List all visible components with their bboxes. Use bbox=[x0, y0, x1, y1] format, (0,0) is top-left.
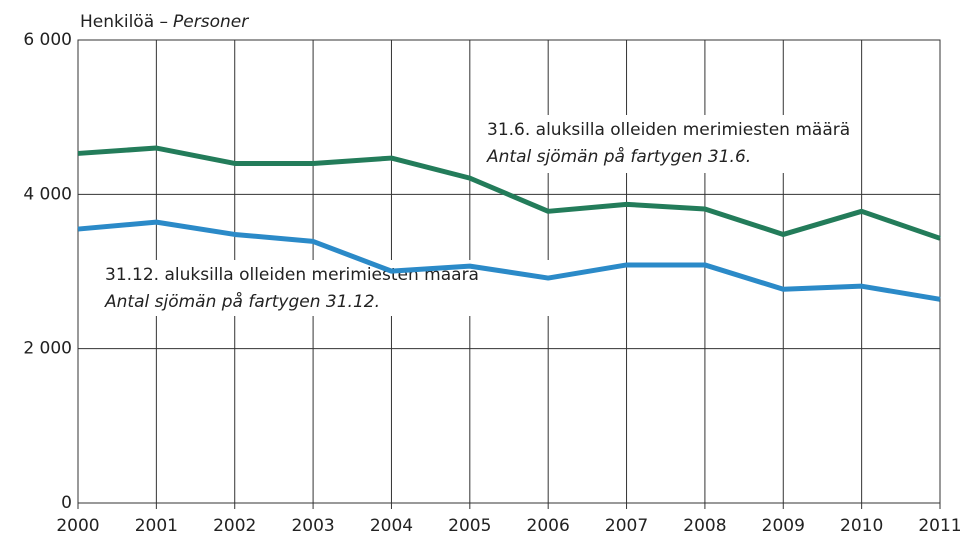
x-tick-label: 2008 bbox=[683, 516, 726, 536]
x-tick-label: 2011 bbox=[918, 516, 961, 536]
x-tick-label: 2003 bbox=[291, 516, 334, 536]
x-tick-label: 2006 bbox=[527, 516, 570, 536]
y-tick-label: 4 000 bbox=[23, 184, 72, 204]
x-tick-label: 2010 bbox=[840, 516, 883, 536]
series-line bbox=[77, 219, 941, 302]
x-tick-label: 2002 bbox=[213, 516, 256, 536]
x-tick-label: 2005 bbox=[448, 516, 491, 536]
y-axis-label: Henkilöä – Personer bbox=[80, 12, 249, 32]
x-tick-label: 2007 bbox=[605, 516, 648, 536]
y-label-fi: Henkilöä – bbox=[80, 12, 168, 32]
series-label: 31.6. aluksilla olleiden merimiesten mää… bbox=[487, 120, 850, 140]
y-tick-label: 2 000 bbox=[23, 339, 72, 359]
series-label-sv: Antal sjömän på fartygen 31.6. bbox=[486, 146, 751, 167]
x-tick-label: 2000 bbox=[56, 516, 99, 536]
series-label-sv: Antal sjömän på fartygen 31.12. bbox=[104, 291, 380, 312]
x-tick-label: 2009 bbox=[762, 516, 805, 536]
label-background bbox=[480, 115, 810, 173]
series-line bbox=[77, 145, 941, 241]
x-tick-label: 2001 bbox=[135, 516, 178, 536]
y-label-sv: Personer bbox=[173, 12, 249, 32]
y-tick-label: 6 000 bbox=[23, 30, 72, 50]
x-tick-label: 2004 bbox=[370, 516, 413, 536]
y-tick-label: 0 bbox=[61, 493, 72, 513]
